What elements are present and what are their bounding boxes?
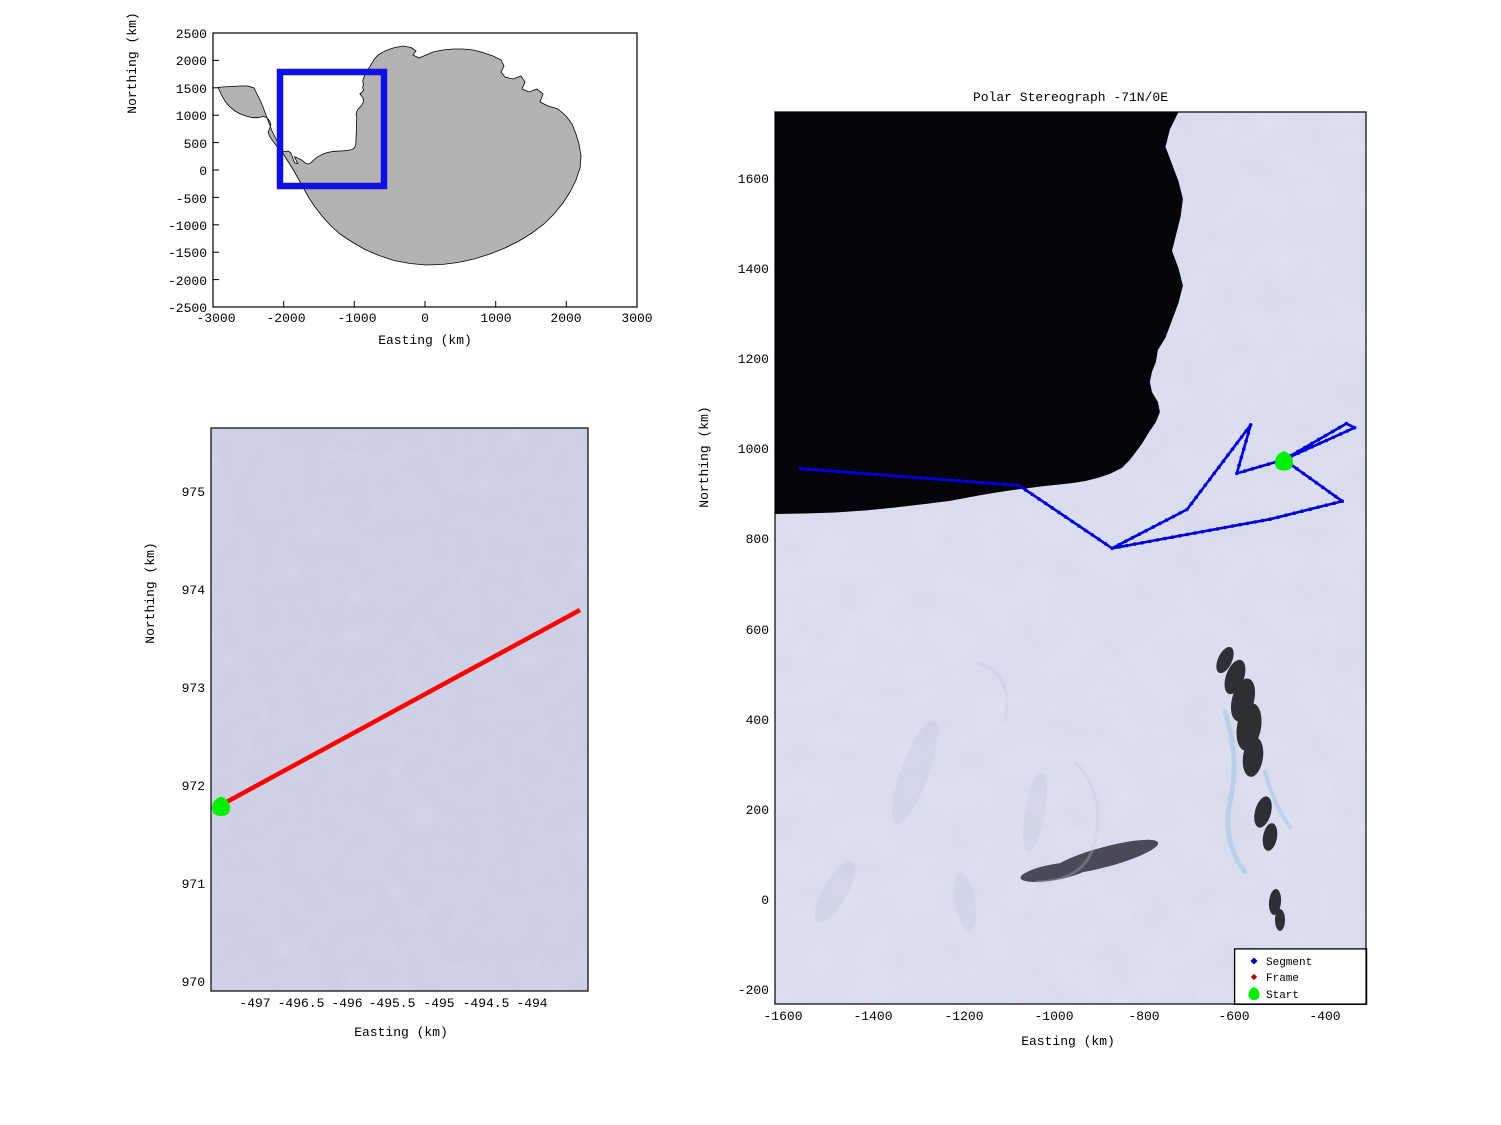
svg-text:Segment: Segment (1266, 957, 1312, 969)
svg-text:Frame: Frame (1266, 973, 1299, 985)
svg-text:Start: Start (1266, 990, 1299, 1002)
